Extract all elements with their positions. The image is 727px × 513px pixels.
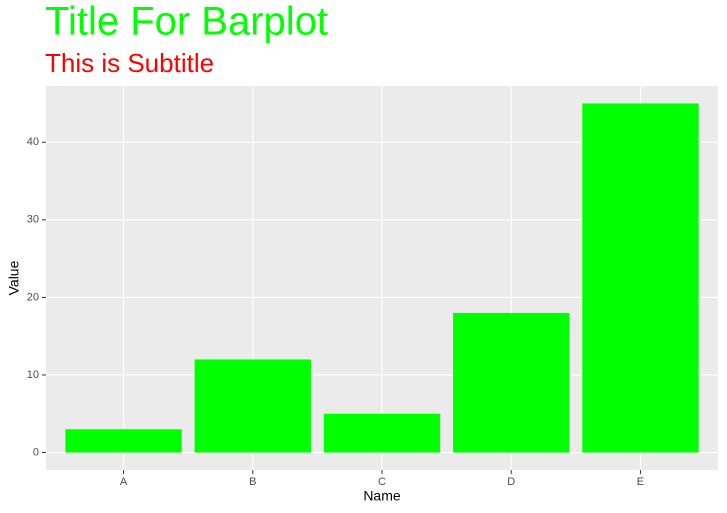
bar — [323, 413, 441, 453]
chart-title: Title For Barplot — [45, 0, 328, 44]
bar — [582, 103, 699, 453]
bar — [194, 359, 311, 453]
y-tick-label: 10 — [27, 369, 39, 381]
x-tick-label: C — [378, 476, 386, 488]
bar — [65, 429, 182, 453]
chart-subtitle: This is Subtitle — [45, 48, 214, 78]
y-tick-label: 20 — [27, 291, 39, 303]
y-axis-title: Value — [6, 260, 22, 295]
y-tick-label: 0 — [33, 446, 39, 458]
x-axis-title: Name — [363, 488, 401, 504]
x-tick-label: B — [249, 476, 256, 488]
y-tick-label: 40 — [27, 136, 39, 148]
y-tick-label: 30 — [27, 214, 39, 226]
x-tick-label: D — [507, 476, 515, 488]
marks — [65, 103, 699, 453]
x-tick-label: E — [637, 476, 644, 488]
x-tick-label: A — [120, 476, 128, 488]
bar — [453, 312, 570, 453]
